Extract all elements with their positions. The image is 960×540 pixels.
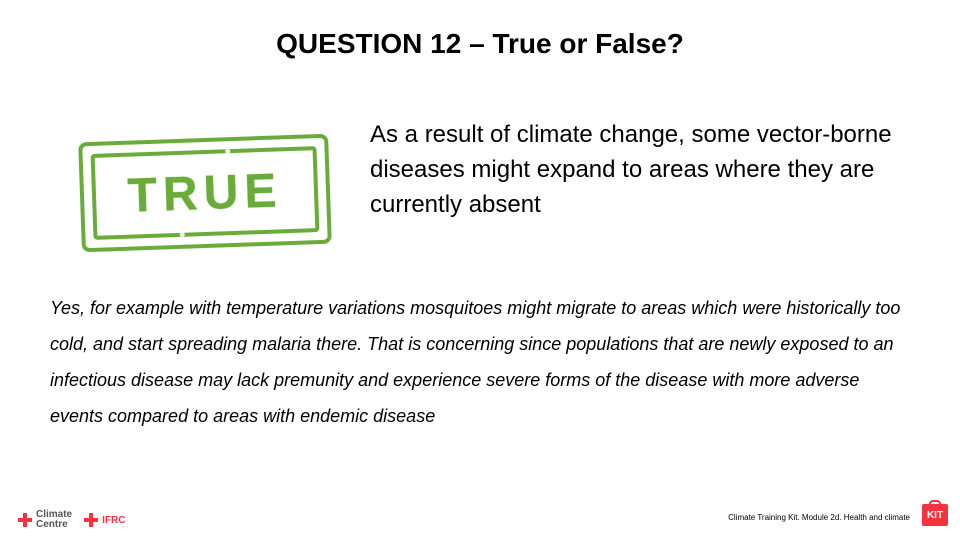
ifrc-logo: IFRC: [84, 513, 125, 527]
red-cross-icon: [84, 513, 98, 527]
answer-text: Yes, for example with temperature variat…: [50, 290, 910, 434]
climate-centre-text: Climate Centre: [36, 510, 72, 530]
stamp-outer-border: TRUE: [78, 134, 332, 253]
true-stamp: TRUE: [78, 134, 332, 253]
footer: Climate Centre IFRC Climate Training Kit…: [0, 502, 960, 532]
kit-box: KIT: [922, 504, 948, 526]
stamp-inner-border: TRUE: [91, 146, 320, 240]
climate-centre-logo: Climate Centre: [18, 510, 72, 530]
footer-logos: Climate Centre IFRC: [18, 510, 125, 530]
slide-title: QUESTION 12 – True or False?: [0, 28, 960, 60]
kit-logo: KIT: [922, 504, 948, 526]
red-cross-icon: [18, 513, 32, 527]
question-text: As a result of climate change, some vect…: [370, 118, 900, 222]
module-caption: Climate Training Kit. Module 2d. Health …: [728, 513, 910, 522]
stamp-text: TRUE: [127, 163, 283, 223]
ifrc-text: IFRC: [102, 515, 125, 526]
climate-centre-line2: Centre: [36, 520, 72, 530]
